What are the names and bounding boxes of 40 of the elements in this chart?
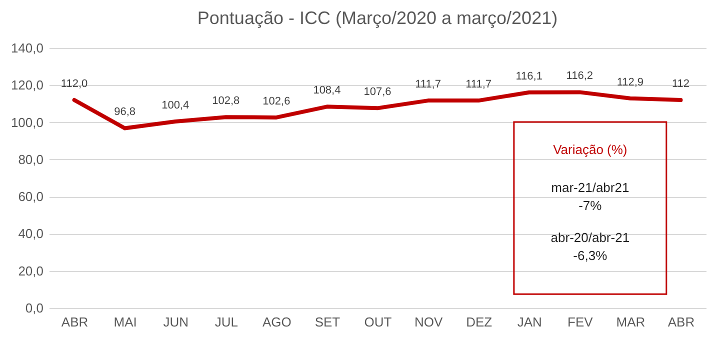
annotation: Variação (%) — [553, 142, 628, 157]
annotation: mar-21/abr21 — [551, 180, 630, 195]
y-tick-label: 100,0 — [10, 114, 44, 130]
data-label: 116,1 — [516, 70, 542, 82]
chart-title: Pontuação - ICC (Março/2020 a março/2021) — [197, 8, 558, 28]
data-label: 100,4 — [162, 100, 190, 112]
data-label: 96,8 — [114, 106, 136, 118]
data-label: 102,8 — [212, 95, 240, 108]
y-tick-label: 120,0 — [10, 78, 44, 93]
y-tick-label: 140,0 — [10, 40, 44, 56]
y-tick-label: 80,0 — [18, 152, 44, 167]
annotation: -7% — [578, 198, 602, 213]
data-label: 108,4 — [313, 84, 341, 97]
x-tick-label: AGO — [262, 314, 292, 330]
data-label: 112,9 — [616, 76, 644, 88]
data-label: 111,7 — [415, 78, 441, 91]
y-tick-label: 20,0 — [18, 263, 44, 278]
x-tick-label: JUN — [163, 314, 188, 330]
x-tick-label: FEV — [568, 314, 594, 330]
data-label: 107,6 — [364, 86, 392, 98]
data-label: 112 — [672, 78, 690, 90]
x-tick-label: JAN — [517, 314, 542, 330]
data-label: 111,7 — [466, 78, 492, 91]
x-tick-label: JUL — [214, 314, 238, 330]
data-label: 102,6 — [262, 95, 290, 108]
x-tick-label: DEZ — [466, 314, 492, 330]
x-tick-label: NOV — [414, 314, 443, 330]
data-label: 112,0 — [60, 78, 88, 90]
data-label: 116,2 — [566, 70, 594, 82]
y-tick-label: 0,0 — [25, 300, 44, 316]
y-tick-label: 60,0 — [18, 189, 44, 204]
x-tick-label: ABR — [61, 314, 88, 330]
x-tick-label: MAI — [114, 314, 137, 330]
x-tick-label: OUT — [364, 314, 392, 330]
y-tick-label: 40,0 — [18, 226, 44, 242]
x-tick-label: MAR — [616, 314, 646, 330]
x-tick-label: SET — [314, 314, 340, 330]
annotation: -6,3% — [573, 248, 608, 263]
annotation: abr-20/abr-21 — [550, 230, 630, 245]
x-tick-label: ABR — [668, 314, 695, 330]
